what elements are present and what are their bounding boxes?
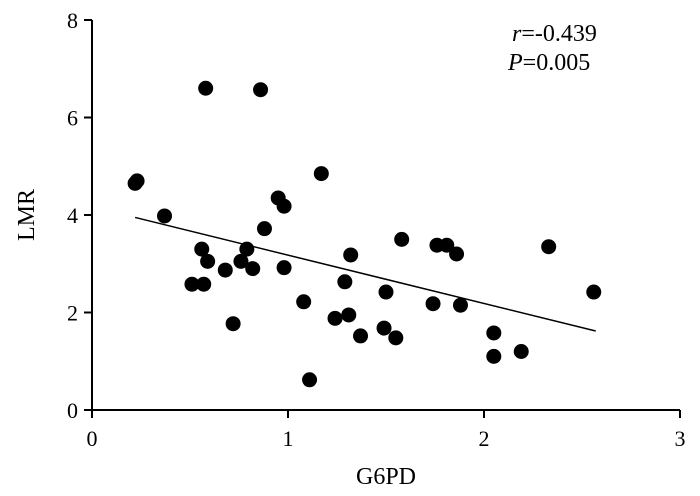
data-point-3 <box>184 276 200 292</box>
r-symbol: r <box>512 21 522 47</box>
p-symbol: P <box>507 50 523 76</box>
data-point-35 <box>486 325 502 341</box>
data-point-37 <box>513 344 529 359</box>
r-value: =-0.439 <box>521 21 597 47</box>
data-point-21 <box>327 310 343 326</box>
data-point-20 <box>313 166 329 182</box>
data-point-1 <box>129 173 145 189</box>
p-value: =0.005 <box>523 50 591 76</box>
data-point-33 <box>449 246 465 262</box>
data-point-4 <box>194 241 210 257</box>
data-point-16 <box>276 198 292 214</box>
y-tick-label-2: 4 <box>67 203 78 228</box>
data-point-13 <box>253 82 269 98</box>
data-point-34 <box>452 297 468 313</box>
data-point-25 <box>353 328 369 344</box>
x-tick-label-2: 2 <box>479 426 490 451</box>
x-tick-label-1: 1 <box>283 426 294 451</box>
data-point-7 <box>200 253 216 269</box>
data-point-28 <box>388 330 404 346</box>
y-tick-label-1: 2 <box>67 301 78 326</box>
data-point-2 <box>157 208 173 224</box>
data-point-19 <box>302 372 318 388</box>
p-value-annotation: P=0.005 <box>507 50 590 76</box>
data-point-10 <box>233 253 249 269</box>
data-point-39 <box>586 284 602 300</box>
data-point-17 <box>276 260 292 276</box>
data-point-36 <box>486 348 502 364</box>
x-tick-label-3: 3 <box>675 426 686 451</box>
data-point-12 <box>245 261 261 277</box>
y-tick-label-3: 6 <box>67 106 78 131</box>
y-axis-title: LMR <box>14 189 40 241</box>
x-axis-title: G6PD <box>356 464 416 490</box>
data-point-8 <box>217 262 233 278</box>
data-point-5 <box>196 276 212 292</box>
correlation-annotation: r=-0.439 <box>512 21 597 47</box>
regression-line <box>134 216 596 332</box>
data-point-6 <box>198 80 214 96</box>
data-point-30 <box>425 296 441 312</box>
data-point-26 <box>376 320 392 336</box>
data-point-18 <box>296 294 312 310</box>
data-point-14 <box>256 221 272 237</box>
data-point-38 <box>541 239 557 255</box>
data-point-11 <box>239 241 255 257</box>
data-point-9 <box>225 316 241 332</box>
axes <box>91 20 680 411</box>
x-tick-label-0: 0 <box>87 426 98 451</box>
data-point-22 <box>337 274 353 290</box>
data-point-23 <box>341 307 357 323</box>
data-points <box>127 80 602 388</box>
data-point-27 <box>378 284 394 300</box>
ticks: 0 1 2 3 0 2 4 6 8 <box>67 8 686 451</box>
data-point-32 <box>439 237 455 253</box>
y-tick-label-0: 0 <box>67 398 78 423</box>
data-point-24 <box>343 247 359 263</box>
y-tick-label-4: 8 <box>67 8 78 33</box>
data-point-29 <box>394 231 410 247</box>
